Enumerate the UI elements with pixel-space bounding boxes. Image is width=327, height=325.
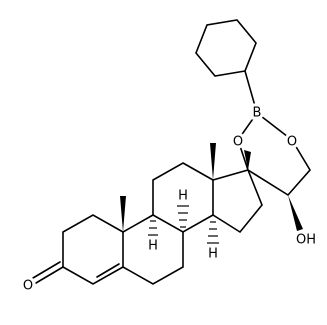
wedge-bond: [244, 150, 251, 170]
ring-d: [212, 169, 263, 234]
bonds: [32, 19, 311, 285]
methyl-wedge: [120, 196, 126, 232]
atom-label: H: [148, 239, 158, 254]
bond: [244, 70, 258, 114]
methyl-wedge: [210, 143, 216, 180]
labels: B O O OH O H H H: [20, 103, 319, 297]
cyclohexyl-ring: [195, 19, 257, 77]
atom-label: OH: [296, 233, 316, 248]
atom-label: O: [233, 135, 243, 150]
wedge-bond: [288, 195, 303, 231]
double-bond: [96, 263, 120, 278]
atom-label: O: [287, 135, 297, 150]
atom-label: H: [178, 189, 188, 204]
ring-b: [122, 214, 184, 285]
atom-label: O: [23, 279, 33, 294]
carbonyl-bond: [35, 266, 64, 284]
carbonyl-bond: [32, 261, 61, 279]
hashed-bonds: [148, 205, 219, 244]
atom-label: B: [253, 106, 262, 121]
ring-a: [62, 214, 124, 285]
atom-label: H: [208, 247, 218, 262]
